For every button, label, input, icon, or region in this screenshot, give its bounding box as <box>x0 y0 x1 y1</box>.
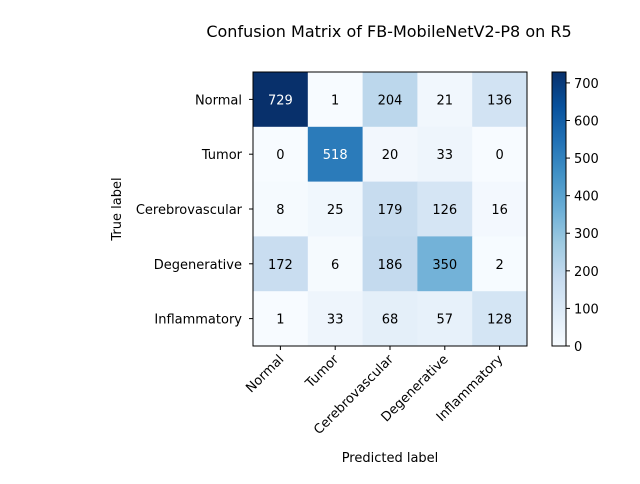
heatmap-cell <box>417 291 473 347</box>
heatmap-cell <box>472 126 528 183</box>
cell-value-label: 16 <box>491 203 508 218</box>
heatmap-cell <box>307 126 364 183</box>
y-tick-label: Cerebrovascular <box>136 203 243 218</box>
heatmap-cell <box>253 181 309 237</box>
cell-value-label: 204 <box>378 93 403 108</box>
cell-value-label: 136 <box>487 93 512 108</box>
y-axis-label: True label <box>110 177 125 241</box>
y-tick-label: Degenerative <box>154 258 242 273</box>
cell-value-label: 128 <box>487 313 512 328</box>
heatmap-cell <box>307 236 364 292</box>
y-tick-label: Inflammatory <box>154 313 242 328</box>
heatmap-cell <box>307 181 364 237</box>
cell-value-label: 172 <box>268 258 293 273</box>
heatmap-cell <box>472 181 528 237</box>
cell-value-label: 25 <box>327 203 344 218</box>
colorbar-tick-label: 600 <box>574 114 599 129</box>
heatmap-cell <box>362 236 418 292</box>
heatmap-cell <box>417 181 473 237</box>
cell-value-label: 6 <box>331 258 339 273</box>
heatmap-cell <box>362 291 418 347</box>
cell-value-label: 57 <box>437 313 454 328</box>
colorbar-tick-label: 300 <box>574 227 599 242</box>
heatmap-cell <box>417 236 473 292</box>
cell-value-label: 0 <box>495 148 503 163</box>
cell-value-label: 729 <box>268 93 293 108</box>
colorbar-tick-label: 200 <box>574 265 599 280</box>
cell-value-label: 1 <box>331 93 339 108</box>
cell-value-label: 33 <box>327 313 344 328</box>
y-tick-label: Normal <box>195 93 242 108</box>
cell-value-label: 0 <box>276 148 284 163</box>
cell-value-label: 8 <box>276 203 284 218</box>
colorbar-tick-label: 700 <box>574 77 599 92</box>
cell-value-label: 1 <box>276 313 284 328</box>
cell-value-label: 21 <box>437 93 454 108</box>
cell-value-label: 518 <box>323 148 348 163</box>
heatmap-cell <box>362 126 418 183</box>
heatmap-cell <box>417 126 473 183</box>
heatmap-cell <box>253 126 309 183</box>
colorbar-tick-label: 0 <box>574 340 582 355</box>
heatmap-cell <box>253 236 309 292</box>
heatmap-cell <box>253 291 309 347</box>
cell-value-label: 126 <box>432 203 457 218</box>
y-tick-label: Tumor <box>201 148 243 163</box>
heatmap-cell <box>472 72 528 128</box>
colorbar-tick-label: 400 <box>574 190 599 205</box>
heatmap-cell <box>362 181 418 237</box>
heatmap-cell <box>472 291 528 347</box>
cell-value-label: 2 <box>495 258 503 273</box>
heatmap-cell <box>362 72 418 128</box>
cell-value-label: 20 <box>382 148 399 163</box>
cell-value-label: 179 <box>378 203 403 218</box>
x-axis-label: Predicted label <box>342 451 439 466</box>
heatmap-cell <box>472 236 528 292</box>
cell-value-label: 33 <box>437 148 454 163</box>
heatmap-cell <box>307 72 364 128</box>
cell-value-label: 350 <box>432 258 457 273</box>
heatmap-cell <box>417 72 473 128</box>
cell-value-label: 68 <box>382 313 399 328</box>
colorbar-tick-label: 100 <box>574 302 599 317</box>
x-tick-label: Normal <box>243 352 287 396</box>
heatmap-cell <box>307 291 364 347</box>
chart-title: Confusion Matrix of FB-MobileNetV2-P8 on… <box>206 22 571 41</box>
cell-value-label: 186 <box>378 258 403 273</box>
x-tick-label: Tumor <box>302 352 342 392</box>
heatmap-cell <box>253 72 309 128</box>
colorbar <box>551 71 567 347</box>
colorbar-tick-label: 500 <box>574 152 599 167</box>
